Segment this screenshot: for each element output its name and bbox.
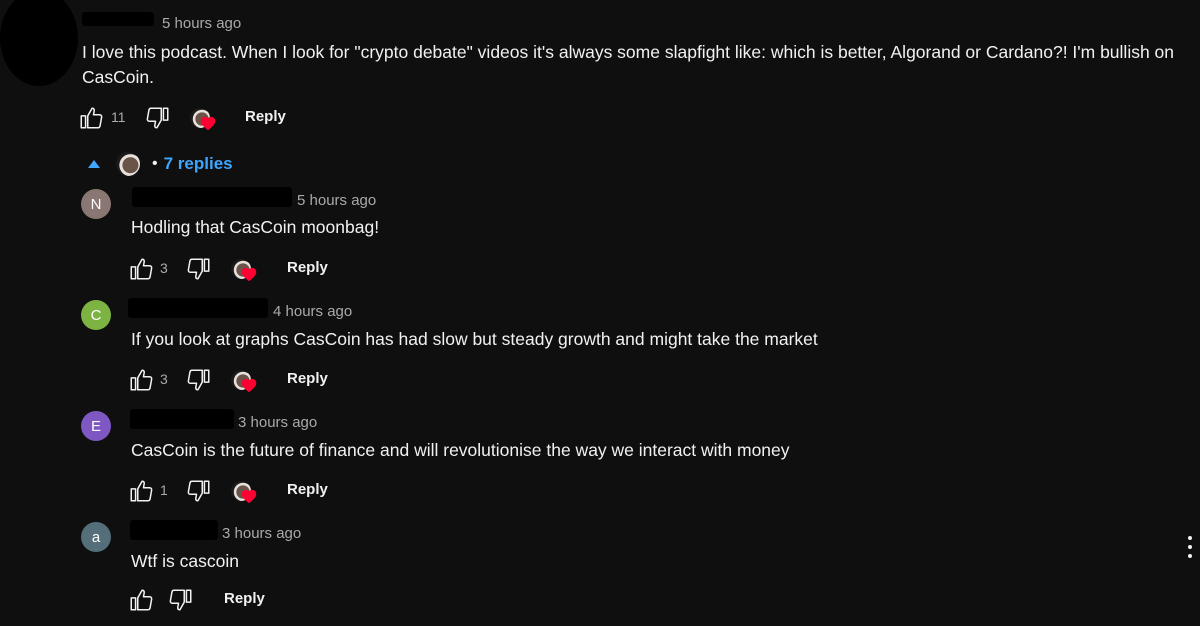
creator-avatar-thumb <box>116 152 140 176</box>
reply-button[interactable]: Reply <box>287 481 328 498</box>
top-comment-time[interactable]: 5 hours ago <box>162 15 242 32</box>
heart-icon <box>241 267 257 282</box>
thumbs-up-icon[interactable] <box>128 367 154 393</box>
reply-button[interactable]: Reply <box>245 108 286 125</box>
reply-button[interactable]: Reply <box>287 370 328 387</box>
top-comment-text: I love this podcast. When I look for "cr… <box>82 42 1175 87</box>
replies-bullet: • <box>152 155 158 172</box>
reply-author-redacted[interactable] <box>128 298 268 318</box>
reply-text: CasCoin is the future of finance and wil… <box>131 440 790 460</box>
reply-time[interactable]: 3 hours ago <box>238 414 318 431</box>
replies-count-label: 7 replies <box>163 154 233 173</box>
avatar-initial: C <box>90 306 102 324</box>
avatar[interactable]: E <box>81 411 111 441</box>
top-comment-avatar-redacted[interactable] <box>0 0 78 86</box>
heart-icon <box>241 378 257 393</box>
avatar-initial: E <box>90 417 101 435</box>
heart-icon <box>200 116 216 131</box>
reply-button[interactable]: Reply <box>224 590 265 607</box>
reply-author-redacted[interactable] <box>130 520 218 540</box>
thumbs-down-icon[interactable] <box>168 587 194 613</box>
avatar-initial: a <box>91 528 101 546</box>
thumbs-up-icon[interactable] <box>78 105 104 131</box>
thumbs-down-icon[interactable] <box>145 105 171 131</box>
creator-heart-icon[interactable] <box>231 370 261 394</box>
avatar[interactable]: a <box>81 522 111 552</box>
creator-heart-icon[interactable] <box>190 108 220 132</box>
reply-time[interactable]: 4 hours ago <box>273 303 353 320</box>
reply-button[interactable]: Reply <box>287 259 328 276</box>
avatar-initial: N <box>90 195 102 213</box>
like-count: 11 <box>111 109 126 125</box>
thumbs-up-icon[interactable] <box>128 478 154 504</box>
like-count: 1 <box>160 482 168 498</box>
top-comment-author-redacted[interactable] <box>82 12 154 26</box>
reply-author-redacted[interactable] <box>132 187 292 207</box>
replies-toggle[interactable]: • 7 replies <box>88 150 233 178</box>
like-count: 3 <box>160 371 168 387</box>
reply-text: If you look at graphs CasCoin has had sl… <box>131 329 818 349</box>
thumbs-down-icon[interactable] <box>186 256 212 282</box>
creator-heart-icon[interactable] <box>231 481 261 505</box>
avatar[interactable]: N <box>81 189 111 219</box>
thumbs-down-icon[interactable] <box>186 478 212 504</box>
caret-up-icon <box>88 160 100 168</box>
thumbs-up-icon[interactable] <box>128 587 154 613</box>
reply-time[interactable]: 3 hours ago <box>222 525 302 542</box>
thumbs-up-icon[interactable] <box>128 256 154 282</box>
reply-text: Wtf is cascoin <box>131 551 239 571</box>
avatar[interactable]: C <box>81 300 111 330</box>
reply-author-redacted[interactable] <box>130 409 234 429</box>
thumbs-down-icon[interactable] <box>186 367 212 393</box>
creator-heart-icon[interactable] <box>231 259 261 283</box>
heart-icon <box>241 489 257 504</box>
reply-text: Hodling that CasCoin moonbag! <box>131 217 380 237</box>
more-vertical-icon[interactable] <box>1186 536 1194 558</box>
like-count: 3 <box>160 260 168 276</box>
reply-time[interactable]: 5 hours ago <box>297 192 377 209</box>
